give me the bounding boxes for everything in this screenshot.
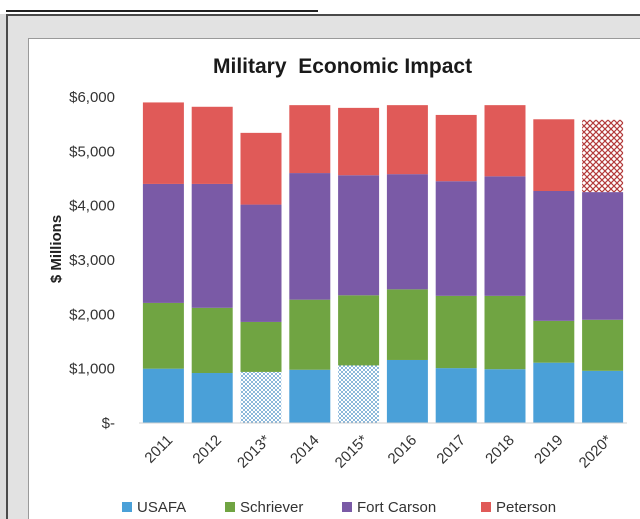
bar-segment-fort-carson	[386, 174, 428, 290]
bar-segment-fort-carson	[142, 183, 184, 303]
bar-segment-peterson	[142, 102, 184, 184]
bar-segment-peterson	[582, 119, 624, 193]
chart-panel: Military Economic Impact $ Millions $- $1…	[6, 14, 640, 519]
bar-segment-usafa	[338, 365, 380, 423]
bar-stack	[142, 102, 184, 423]
bar-segment-schriever	[240, 321, 282, 372]
bar-segment-usafa	[582, 370, 624, 423]
y-tick-label: $-	[102, 415, 115, 432]
bar-stacks	[142, 102, 624, 423]
bar-segment-usafa	[484, 369, 526, 423]
y-axis-label: $ Millions	[48, 215, 65, 283]
legend-swatch	[225, 502, 235, 512]
bar-segment-fort-carson	[240, 204, 282, 322]
legend-item-usafa: USAFA	[122, 499, 186, 516]
legend-label: Schriever	[240, 499, 303, 516]
x-axis-ticks: 2011 2012 2013* 2014 2015* 2016 2017 2018 2019 20…	[141, 432, 615, 472]
bar-segment-schriever	[484, 295, 526, 370]
chart-frame: Military Economic Impact $ Millions $- $1…	[28, 38, 640, 519]
legend-item-schriever: Schriever	[225, 499, 303, 516]
bar-stack	[582, 119, 624, 423]
top-strip	[0, 0, 640, 14]
bar-segment-usafa	[142, 368, 184, 423]
bar-stack	[484, 105, 526, 423]
bar-stack	[533, 119, 575, 423]
legend-label: USAFA	[137, 499, 186, 516]
x-tick-label: 2019	[531, 432, 567, 468]
bar-stack	[289, 105, 331, 423]
chart-canvas: Military Economic Impact $ Millions $- $1…	[48, 55, 627, 516]
bar-segment-schriever	[435, 295, 477, 369]
bar-stack	[191, 106, 233, 423]
x-tick-label: 2012	[189, 432, 225, 468]
bar-segment-fort-carson	[484, 176, 526, 296]
bar-segment-fort-carson	[191, 183, 233, 308]
bar-segment-usafa	[289, 369, 331, 423]
bar-segment-usafa	[240, 371, 282, 423]
x-tick-label: 2013*	[234, 432, 274, 472]
bar-segment-schriever	[289, 299, 331, 370]
bar-segment-peterson	[338, 107, 380, 176]
legend-swatch	[342, 502, 352, 512]
bar-segment-usafa	[435, 368, 477, 423]
bar-segment-usafa	[191, 373, 233, 423]
legend-label: Fort Carson	[357, 499, 436, 516]
chart-title: Military Economic Impact	[213, 55, 472, 78]
heading-underline	[6, 10, 318, 12]
bar-segment-peterson	[289, 105, 331, 174]
bar-segment-usafa	[533, 362, 575, 423]
y-tick-label: $5,000	[69, 143, 115, 160]
legend-swatch	[481, 502, 491, 512]
y-tick-label: $2,000	[69, 306, 115, 323]
bar-segment-schriever	[582, 319, 624, 371]
x-tick-label: 2016	[385, 432, 421, 468]
legend: USAFA Schriever Fort Carson Peterson	[122, 499, 556, 516]
legend-label: Peterson	[496, 499, 556, 516]
bar-segment-peterson	[435, 114, 477, 182]
bar-segment-fort-carson	[582, 192, 624, 320]
bar-stack	[240, 132, 282, 423]
bar-segment-fort-carson	[533, 190, 575, 321]
x-tick-label: 2017	[433, 432, 469, 468]
x-tick-label: 2011	[141, 432, 176, 467]
bar-segment-schriever	[533, 320, 575, 363]
bar-stack	[435, 114, 477, 423]
x-tick-label: 2020*	[576, 432, 616, 472]
y-tick-label: $4,000	[69, 198, 115, 215]
bar-stack	[338, 107, 380, 423]
bar-segment-fort-carson	[435, 181, 477, 296]
bar-segment-fort-carson	[289, 173, 331, 300]
bar-segment-schriever	[191, 307, 233, 374]
legend-swatch	[122, 502, 132, 512]
bar-segment-peterson	[484, 105, 526, 177]
bar-segment-fort-carson	[338, 175, 380, 296]
x-tick-label: 2015*	[332, 432, 372, 472]
x-tick-label: 2014	[287, 432, 323, 468]
x-tick-label: 2018	[482, 432, 518, 468]
bar-stack	[386, 105, 428, 423]
legend-item-peterson: Peterson	[481, 499, 556, 516]
legend-item-fort-carson: Fort Carson	[342, 499, 436, 516]
bar-segment-peterson	[386, 105, 428, 175]
bar-segment-peterson	[191, 106, 233, 184]
bar-segment-schriever	[386, 289, 428, 360]
bar-segment-peterson	[533, 119, 575, 191]
y-axis-ticks: $- $1,000 $2,000 $3,000 $4,000 $5,000 $6,000	[69, 89, 115, 432]
bar-segment-peterson	[240, 132, 282, 205]
bar-segment-usafa	[386, 359, 428, 423]
bar-segment-schriever	[142, 302, 184, 369]
bar-segment-schriever	[338, 295, 380, 366]
y-tick-label: $1,000	[69, 361, 115, 378]
y-tick-label: $6,000	[69, 89, 115, 106]
y-tick-label: $3,000	[69, 252, 115, 269]
